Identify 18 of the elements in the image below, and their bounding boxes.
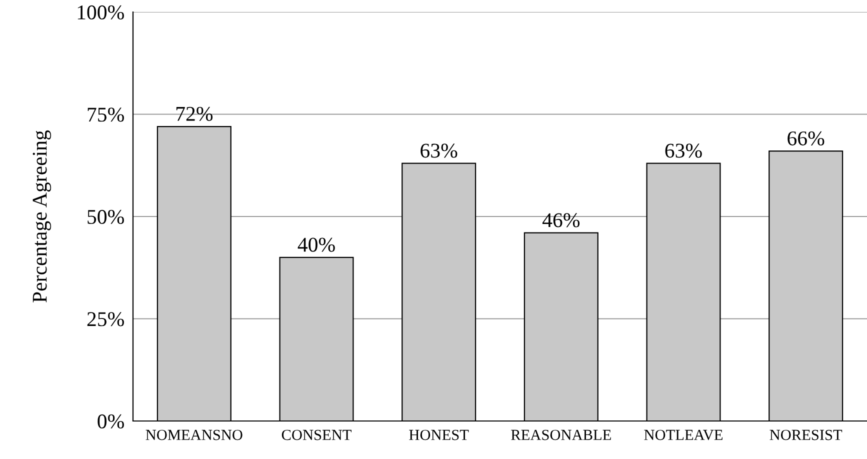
y-axis-title: Percentage Agreeing: [32, 130, 52, 302]
y-tick-label: 0%: [98, 414, 124, 428]
x-tick-label: NOTLEAVE: [644, 430, 722, 440]
x-tick-label: HONEST: [409, 430, 469, 440]
data-label: 72%: [176, 106, 213, 121]
x-tick-label: CONSENT: [282, 430, 352, 440]
x-tick-label: NORESIST: [770, 430, 842, 440]
data-label: 40%: [298, 238, 335, 252]
x-tick-label: REASONABLE: [511, 430, 611, 440]
data-label: 63%: [420, 144, 458, 158]
y-tick-label: 50%: [88, 210, 124, 224]
data-label: 46%: [542, 213, 580, 228]
x-tick-label: NOMEANSNO: [146, 430, 242, 440]
y-tick-label: 100%: [78, 5, 124, 20]
y-tick-label: 75%: [88, 108, 124, 122]
y-tick-label: 25%: [87, 312, 124, 326]
data-label: 63%: [665, 144, 702, 158]
data-label: 66%: [788, 131, 824, 146]
